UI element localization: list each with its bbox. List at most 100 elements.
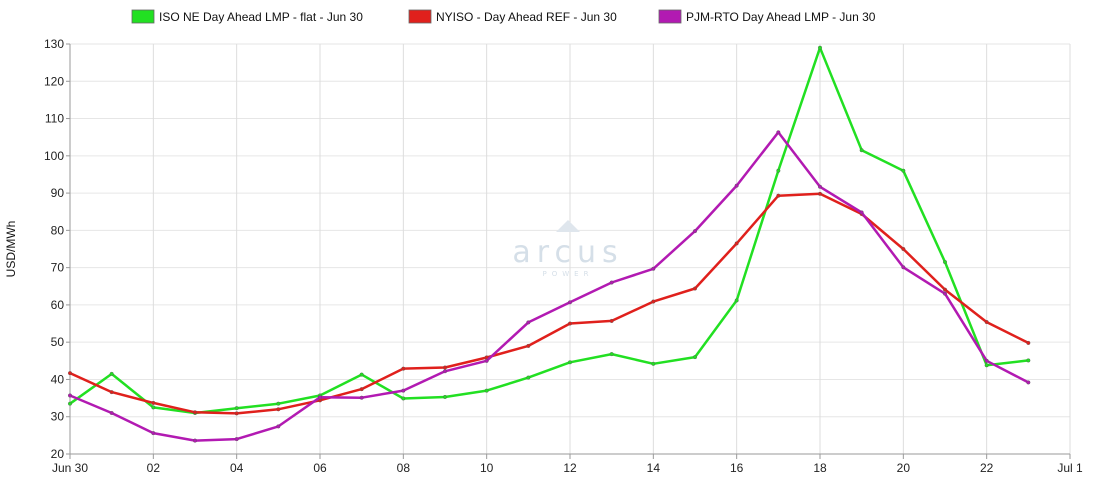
legend-swatch <box>408 9 432 24</box>
legend-label: NYISO - Day Ahead REF - Jun 30 <box>436 10 617 24</box>
data-point <box>109 390 114 395</box>
x-tick-label: 08 <box>397 461 411 475</box>
data-point <box>526 320 531 325</box>
y-tick-label: 30 <box>51 410 65 424</box>
series-line <box>69 131 1029 442</box>
y-tick-label: 60 <box>51 298 65 312</box>
data-point <box>984 358 989 363</box>
data-point <box>151 405 156 410</box>
data-point <box>401 396 406 401</box>
data-point <box>943 260 948 265</box>
data-point <box>734 183 739 188</box>
series-1 <box>67 45 1031 416</box>
data-point <box>67 393 72 398</box>
data-point <box>609 352 614 357</box>
data-point <box>192 410 197 415</box>
x-tick-label: 12 <box>563 461 577 475</box>
data-point <box>276 407 281 412</box>
series-line <box>69 192 1029 415</box>
data-point <box>818 191 823 196</box>
x-tick-label: 14 <box>647 461 661 475</box>
data-point <box>651 299 656 304</box>
data-point <box>693 286 698 291</box>
data-point <box>776 193 781 198</box>
data-point <box>609 318 614 323</box>
x-tick-label: 18 <box>813 461 827 475</box>
data-point <box>276 424 281 429</box>
data-point <box>859 210 864 215</box>
data-point <box>484 358 489 363</box>
legend-swatch <box>131 9 155 24</box>
y-tick-label: 100 <box>44 149 64 163</box>
data-point <box>609 280 614 285</box>
watermark-logo: arcus POWER <box>512 220 623 278</box>
data-point <box>818 184 823 189</box>
data-point <box>109 371 114 376</box>
data-point <box>359 372 364 377</box>
y-tick-label: 80 <box>51 223 65 237</box>
data-point <box>859 148 864 153</box>
x-tick-label: 10 <box>480 461 494 475</box>
data-point <box>484 388 489 393</box>
data-point <box>359 395 364 400</box>
y-tick-label: 70 <box>51 261 65 275</box>
y-tick-label: 130 <box>44 37 64 51</box>
data-point <box>67 371 72 376</box>
data-point <box>234 437 239 442</box>
data-point <box>401 366 406 371</box>
legend-item: NYISO - Day Ahead REF - Jun 30 <box>408 9 617 24</box>
data-point <box>984 320 989 325</box>
x-tick-label: Jun 30 <box>52 461 88 475</box>
series-lines <box>67 45 1031 443</box>
y-tick-label: 120 <box>44 74 64 88</box>
data-point <box>443 365 448 370</box>
data-point <box>318 395 323 400</box>
data-point <box>901 265 906 270</box>
data-point <box>901 246 906 251</box>
data-point <box>276 401 281 406</box>
watermark-text: arcus <box>512 235 623 270</box>
series-line <box>69 46 1029 415</box>
data-point <box>693 355 698 360</box>
series-2 <box>67 191 1031 416</box>
data-point <box>234 411 239 416</box>
data-point <box>1026 340 1031 345</box>
watermark-subtext: POWER <box>543 270 594 278</box>
data-point <box>401 388 406 393</box>
watermark-triangle-icon <box>556 220 580 232</box>
y-tick-label: 40 <box>51 372 65 386</box>
data-point <box>943 291 948 296</box>
data-point <box>67 401 72 406</box>
data-point <box>526 343 531 348</box>
x-tick-label: 20 <box>897 461 911 475</box>
y-tick-label: 20 <box>51 447 65 461</box>
x-tick-label: 16 <box>730 461 744 475</box>
data-point <box>651 266 656 271</box>
data-point <box>109 411 114 416</box>
data-point <box>651 361 656 366</box>
y-tick-label: 90 <box>51 186 65 200</box>
x-tick-label: 06 <box>313 461 327 475</box>
data-point <box>1026 358 1031 363</box>
y-axis-label: USD/MWh <box>4 221 18 278</box>
axes: 20 30 40 50 60 70 80 90 100 110 120 130 Jun 30 02 04 06… <box>44 37 1083 475</box>
legend-label: PJM-RTO Day Ahead LMP - Jun 30 <box>686 10 876 24</box>
legend-label: ISO NE Day Ahead LMP - flat - Jun 30 <box>159 10 363 24</box>
x-tick-label: 04 <box>230 461 244 475</box>
y-tick-label: 110 <box>45 112 64 126</box>
data-point <box>526 375 531 380</box>
legend: ISO NE Day Ahead LMP - flat - Jun 30 NYIS… <box>131 9 876 24</box>
data-point <box>192 438 197 443</box>
data-point <box>151 431 156 436</box>
data-point <box>734 298 739 303</box>
legend-swatch <box>658 9 682 24</box>
x-tick-label: 22 <box>980 461 994 475</box>
legend-item: PJM-RTO Day Ahead LMP - Jun 30 <box>658 9 876 24</box>
data-point <box>984 363 989 368</box>
data-point <box>443 369 448 374</box>
data-point <box>359 387 364 392</box>
x-tick-label: 02 <box>147 461 161 475</box>
data-point <box>818 45 823 50</box>
data-point <box>943 287 948 292</box>
